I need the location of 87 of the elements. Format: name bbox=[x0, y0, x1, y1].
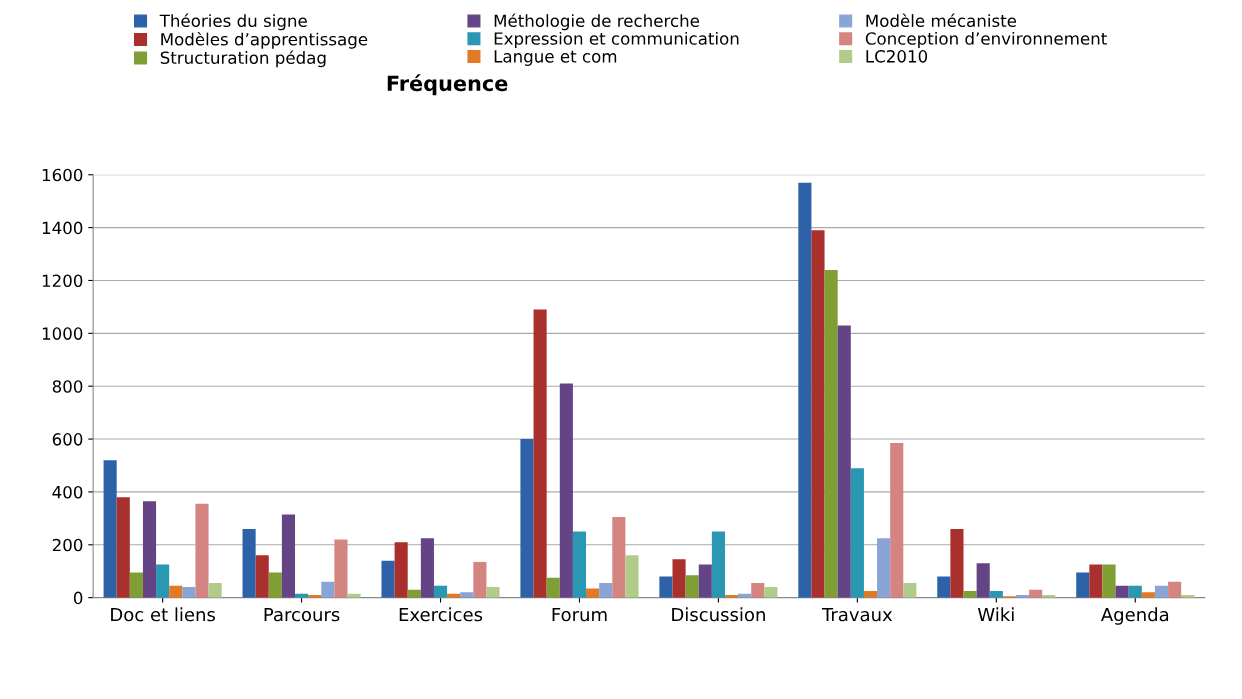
bar bbox=[208, 583, 222, 598]
bar bbox=[334, 539, 348, 598]
bar bbox=[433, 585, 448, 598]
x-tick-label: Discussion bbox=[672, 607, 765, 622]
bar bbox=[473, 561, 487, 598]
bar bbox=[1168, 581, 1182, 598]
bar bbox=[612, 517, 626, 598]
bar bbox=[850, 468, 864, 598]
y-tick-label: 400 bbox=[52, 485, 83, 499]
bar bbox=[937, 576, 951, 598]
legend-label: Langue et com bbox=[494, 50, 617, 66]
bar bbox=[169, 585, 183, 598]
bar bbox=[890, 443, 904, 598]
x-tick-label: Agenda bbox=[1100, 607, 1169, 625]
bar bbox=[599, 583, 613, 598]
x-tick-label: Exercices bbox=[399, 607, 483, 622]
y-tick-label: 0 bbox=[73, 591, 83, 605]
bar bbox=[460, 592, 474, 598]
bar bbox=[129, 572, 143, 598]
bar bbox=[486, 587, 500, 598]
y-tick-label: 1400 bbox=[42, 221, 83, 235]
bar bbox=[950, 528, 964, 598]
x-tick-label: Forum bbox=[552, 607, 607, 622]
bar bbox=[546, 577, 560, 598]
bar bbox=[1102, 564, 1116, 598]
bar bbox=[963, 591, 977, 598]
bar bbox=[103, 460, 117, 598]
x-tick-label: Travaux bbox=[821, 607, 893, 622]
x-tick-label: Parcours bbox=[264, 607, 340, 622]
bar bbox=[903, 583, 917, 598]
bar bbox=[672, 559, 686, 598]
bar bbox=[764, 587, 778, 598]
bar bbox=[242, 528, 256, 598]
bar bbox=[1076, 572, 1090, 598]
bar bbox=[877, 538, 891, 598]
x-tick-label: Wiki bbox=[977, 607, 1014, 622]
legend-label: LC2010 bbox=[866, 50, 928, 63]
y-tick-label: 200 bbox=[52, 538, 83, 552]
bar bbox=[1128, 585, 1142, 598]
bar bbox=[268, 572, 282, 598]
legend-label: Méthologie de recherche bbox=[494, 13, 700, 31]
y-tick-label: 1000 bbox=[42, 327, 83, 340]
bar bbox=[420, 538, 434, 598]
bar bbox=[142, 501, 157, 598]
legend-label: Modèle mécaniste bbox=[866, 13, 1017, 28]
bar bbox=[281, 514, 296, 598]
legend-label: Expression et communication bbox=[494, 31, 739, 49]
y-tick-label: 600 bbox=[52, 433, 83, 446]
legend-label: Conception d’environnement bbox=[865, 31, 1107, 49]
bar bbox=[989, 591, 1003, 598]
chart-title: Fréquence bbox=[387, 74, 508, 96]
bar bbox=[586, 588, 600, 598]
y-tick-label: 1200 bbox=[42, 274, 83, 288]
bar bbox=[625, 555, 639, 598]
bar bbox=[1089, 564, 1103, 598]
bar bbox=[381, 560, 395, 598]
bar bbox=[572, 531, 587, 598]
bar bbox=[255, 555, 269, 598]
bar bbox=[659, 576, 673, 598]
bar bbox=[798, 182, 812, 598]
bar bbox=[685, 575, 699, 598]
bar bbox=[751, 583, 765, 598]
bar bbox=[1115, 585, 1129, 598]
bar bbox=[1141, 592, 1155, 598]
bar bbox=[811, 230, 825, 598]
bar bbox=[195, 503, 209, 598]
legend-label: Modèles d’apprentissage bbox=[161, 31, 368, 49]
bar bbox=[520, 439, 534, 598]
bar bbox=[824, 269, 838, 598]
legend-label: Structuration pédag bbox=[160, 50, 326, 68]
x-tick-label: Doc et liens bbox=[111, 607, 216, 622]
bar bbox=[116, 497, 130, 598]
bar bbox=[863, 591, 878, 598]
y-tick-label: 1600 bbox=[42, 168, 83, 182]
bar bbox=[182, 587, 196, 598]
bar bbox=[156, 564, 170, 598]
bar bbox=[837, 325, 851, 598]
bar bbox=[321, 581, 335, 598]
bar bbox=[698, 564, 712, 598]
bar bbox=[559, 383, 573, 598]
y-tick-label: 800 bbox=[52, 380, 83, 393]
bar bbox=[394, 542, 408, 598]
legend-label: Théories du signe bbox=[159, 13, 307, 31]
bar bbox=[1154, 585, 1169, 598]
bar bbox=[976, 563, 990, 598]
bar bbox=[533, 309, 547, 598]
bar bbox=[711, 531, 725, 598]
